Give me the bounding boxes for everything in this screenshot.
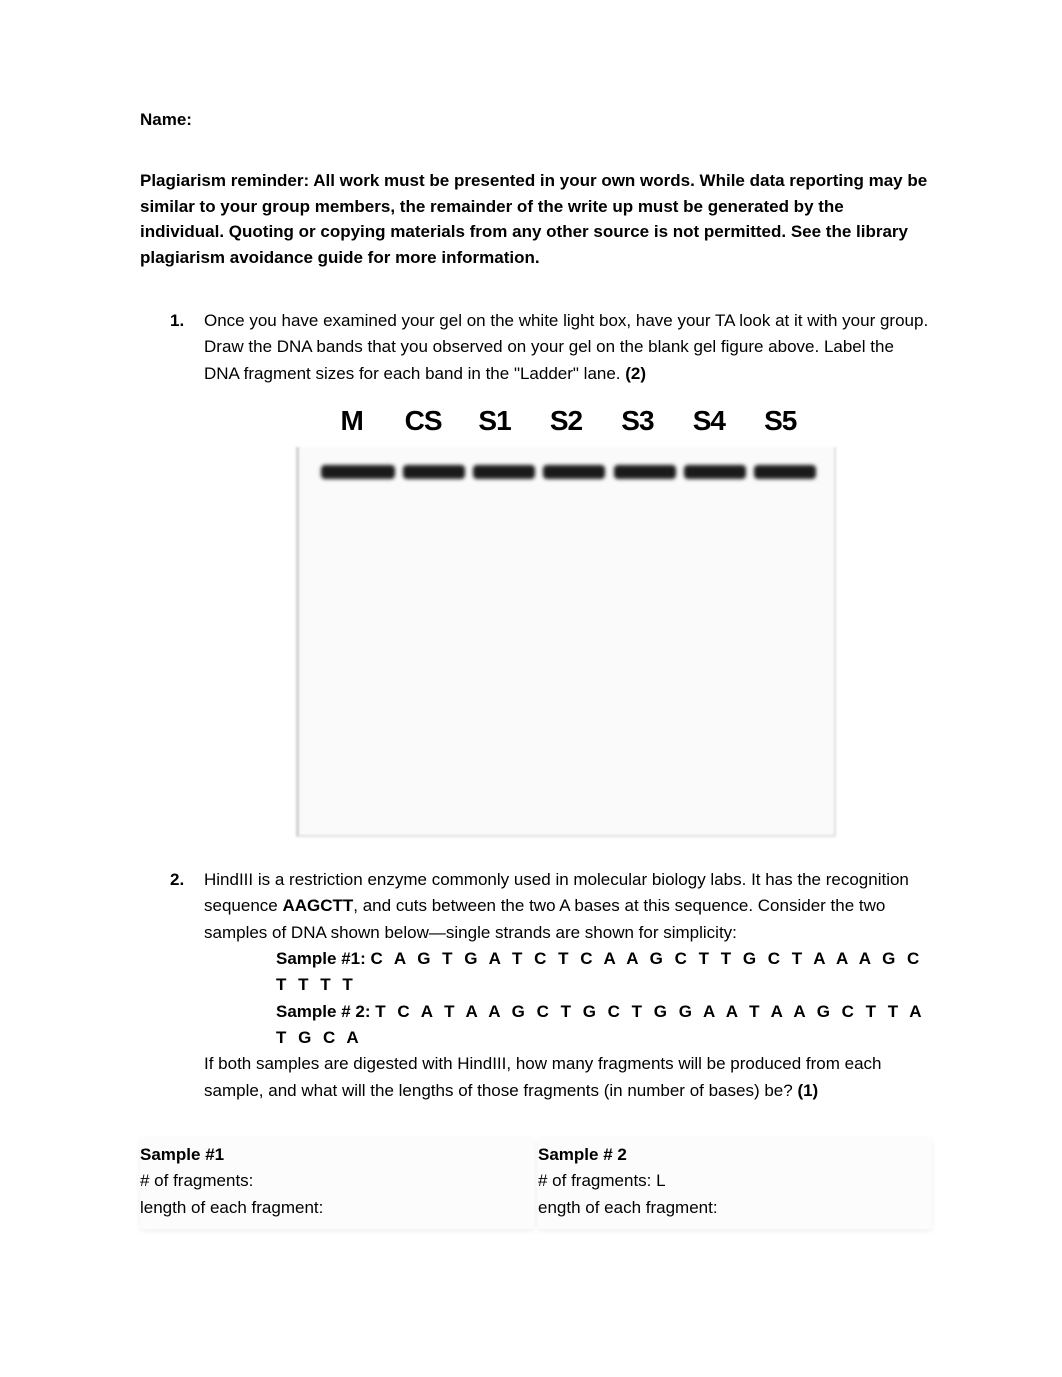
question-1-text: Once you have examined your gel on the w… bbox=[204, 308, 932, 387]
sample-1-length: length of each fragment: bbox=[140, 1195, 534, 1221]
lane-label-s4: S4 bbox=[679, 405, 739, 437]
question-1: 1. Once you have examined your gel on th… bbox=[170, 308, 932, 387]
gel-band bbox=[684, 465, 746, 479]
question-1-points: (2) bbox=[625, 364, 646, 383]
sample-2-title: Sample # 2 bbox=[538, 1142, 932, 1168]
question-2: 2. HindIII is a restriction enzyme commo… bbox=[170, 867, 932, 1104]
gel-band bbox=[321, 465, 395, 479]
question-2-points: (1) bbox=[797, 1081, 818, 1100]
sample-2-answer-box: Sample # 2 # of fragments: L ength of ea… bbox=[538, 1138, 932, 1229]
recognition-sequence: AAGCTT bbox=[282, 896, 353, 915]
question-2-number: 2. bbox=[170, 867, 204, 1104]
sample-2-fragments: # of fragments: L bbox=[538, 1168, 932, 1194]
gel-band bbox=[403, 465, 465, 479]
gel-bands-row bbox=[321, 465, 816, 479]
sample-2-sequence: Sample # 2: T C A T A A G C T G C T G G … bbox=[276, 999, 932, 1052]
gel-band bbox=[543, 465, 605, 479]
gel-band bbox=[473, 465, 535, 479]
gel-band bbox=[754, 465, 816, 479]
sample-1-bases: C A G T G A T C T C A A G C T T G C T A … bbox=[276, 949, 923, 994]
dna-sequences: Sample #1: C A G T G A T C T C A A G C T… bbox=[204, 946, 932, 1051]
lane-label-m: M bbox=[322, 405, 382, 437]
question-2-block: 2. HindIII is a restriction enzyme commo… bbox=[140, 867, 932, 1104]
lane-labels-row: M CS S1 S2 S3 S4 S5 bbox=[306, 405, 826, 437]
lane-label-cs: CS bbox=[393, 405, 453, 437]
sample-2-label: Sample # 2: bbox=[276, 1002, 375, 1021]
gel-diagram: M CS S1 S2 S3 S4 S5 bbox=[200, 405, 932, 837]
question-1-body: Once you have examined your gel on the w… bbox=[204, 311, 928, 383]
question-1-block: 1. Once you have examined your gel on th… bbox=[140, 308, 932, 387]
sample-1-title: Sample #1 bbox=[140, 1142, 534, 1168]
answer-grid: Sample #1 # of fragments: length of each… bbox=[140, 1138, 932, 1229]
sample-1-fragments: # of fragments: bbox=[140, 1168, 534, 1194]
name-field-label: Name: bbox=[140, 110, 932, 130]
plagiarism-reminder: Plagiarism reminder: All work must be pr… bbox=[140, 168, 932, 270]
lane-label-s2: S2 bbox=[536, 405, 596, 437]
question-2-body-3: If both samples are digested with HindII… bbox=[204, 1054, 882, 1099]
question-1-number: 1. bbox=[170, 308, 204, 387]
sample-1-label: Sample #1: bbox=[276, 949, 371, 968]
sample-1-answer-box: Sample #1 # of fragments: length of each… bbox=[140, 1138, 534, 1229]
sample-1-sequence: Sample #1: C A G T G A T C T C A A G C T… bbox=[276, 946, 932, 999]
question-2-text: HindIII is a restriction enzyme commonly… bbox=[204, 867, 932, 1104]
gel-box bbox=[296, 447, 836, 837]
gel-band bbox=[614, 465, 676, 479]
lane-label-s5: S5 bbox=[750, 405, 810, 437]
lane-label-s3: S3 bbox=[607, 405, 667, 437]
lane-label-s1: S1 bbox=[465, 405, 525, 437]
sample-2-length: ength of each fragment: bbox=[538, 1195, 932, 1221]
